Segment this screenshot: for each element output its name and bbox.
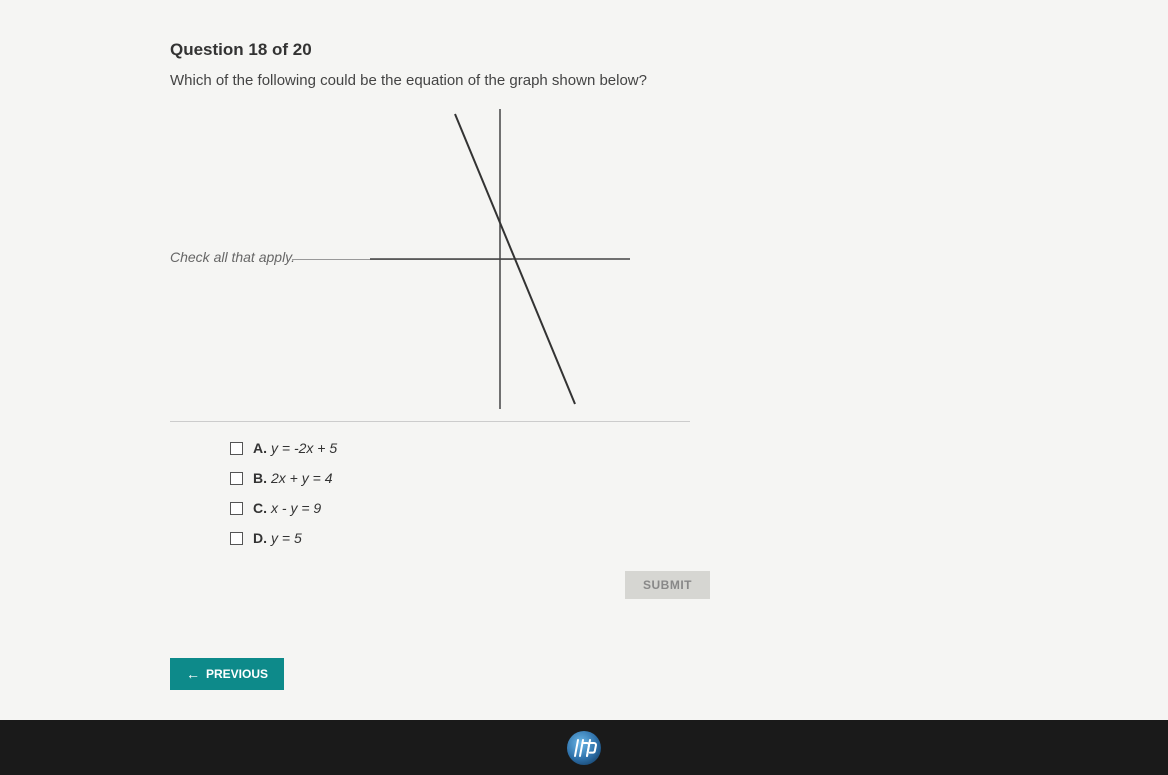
previous-button[interactable]: ← PREVIOUS <box>170 658 284 690</box>
previous-label: PREVIOUS <box>206 667 268 681</box>
graph-region: Check all that apply. <box>170 109 650 409</box>
divider <box>170 421 690 422</box>
bottom-bar <box>0 720 1168 775</box>
option-letter: D. <box>253 530 267 546</box>
arrow-left-icon: ← <box>186 667 200 681</box>
option-equation: 2x + y = 4 <box>271 470 332 486</box>
option-d[interactable]: D. y = 5 <box>230 530 1168 546</box>
submit-button[interactable]: SUBMIT <box>625 571 710 599</box>
option-letter: A. <box>253 440 267 456</box>
hp-logo-icon <box>567 731 601 765</box>
option-equation: x - y = 9 <box>271 500 321 516</box>
option-letter: B. <box>253 470 267 486</box>
option-a[interactable]: A. y = -2x + 5 <box>230 440 1168 456</box>
button-row: SUBMIT <box>170 571 710 599</box>
options-list: A. y = -2x + 5 B. 2x + y = 4 C. x - y = … <box>230 440 1168 546</box>
quiz-page: Question 18 of 20 Which of the following… <box>0 0 1168 720</box>
option-equation: y = 5 <box>271 530 302 546</box>
checkbox-a[interactable] <box>230 442 243 455</box>
option-equation: y = -2x + 5 <box>271 440 337 456</box>
checkbox-c[interactable] <box>230 502 243 515</box>
checkbox-d[interactable] <box>230 532 243 545</box>
instruction-text: Check all that apply. <box>170 249 295 265</box>
option-c[interactable]: C. x - y = 9 <box>230 500 1168 516</box>
question-header: Question 18 of 20 <box>170 40 1168 60</box>
option-letter: C. <box>253 500 267 516</box>
question-text: Which of the following could be the equa… <box>170 72 1168 89</box>
option-b[interactable]: B. 2x + y = 4 <box>230 470 1168 486</box>
graph-svg <box>370 109 630 409</box>
checkbox-b[interactable] <box>230 472 243 485</box>
